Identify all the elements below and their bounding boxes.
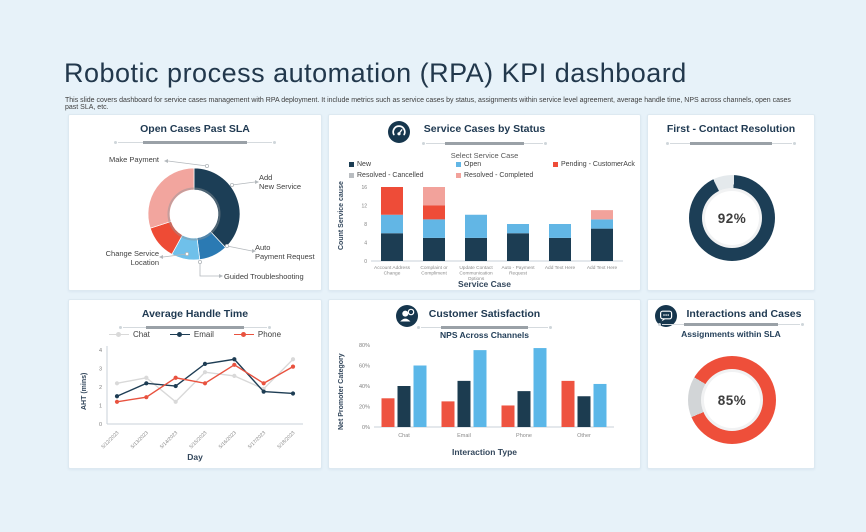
panel-title: First - Contact Resolution xyxy=(666,123,796,135)
page-subtitle: This slide covers dashboard for service … xyxy=(65,97,791,111)
svg-text:Communication: Communication xyxy=(459,271,493,277)
svg-text:12: 12 xyxy=(361,204,367,210)
aht-legend: Chat Email Phone xyxy=(69,330,321,339)
panel-interactions-and-cases: Interactions and Cases Assignments withi… xyxy=(647,299,815,469)
svg-text:Phone: Phone xyxy=(516,433,532,439)
svg-text:Request: Request xyxy=(509,271,528,277)
svg-text:80%: 80% xyxy=(359,343,370,349)
svg-text:4: 4 xyxy=(99,348,102,354)
svg-text:Options: Options xyxy=(468,276,485,282)
svg-text:Add Text Here: Add Text Here xyxy=(587,265,618,271)
panel-customer-satisfaction: Customer Satisfaction NPS Across Channel… xyxy=(328,299,641,469)
svg-text:Compliment: Compliment xyxy=(421,271,447,277)
svg-text:0: 0 xyxy=(364,259,367,265)
title-divider xyxy=(658,323,804,326)
sla-gauge: 85% xyxy=(688,356,776,444)
legend-item-email: Email xyxy=(169,330,214,339)
legend-item-resolved-completed: Resolved - Completed xyxy=(456,172,533,179)
x-axis-title: Interaction Type xyxy=(451,447,518,457)
pie-label-change-service: Change Service Location xyxy=(105,249,159,268)
panel-open-cases-past-sla: Open Cases Past SLA Make Payment Add New… xyxy=(68,114,322,291)
svg-text:5/18/2023: 5/18/2023 xyxy=(276,430,296,450)
svg-text:60%: 60% xyxy=(359,364,370,370)
gauge-icon xyxy=(388,121,410,143)
svg-text:Update Contact: Update Contact xyxy=(459,265,493,271)
panel-average-handle-time: Average Handle Time Chat Email Phone 0 1 2… xyxy=(68,299,322,469)
y-axis-title: AHT (mins) xyxy=(81,372,88,410)
svg-text:Email: Email xyxy=(457,433,471,439)
chat-icon xyxy=(655,305,677,327)
page-title: Robotic process automation (RPA) KPI das… xyxy=(64,58,687,88)
pie-label-guided-troubleshooting: Guided Troubleshooting xyxy=(224,272,304,281)
svg-text:Chat: Chat xyxy=(398,433,410,439)
svg-text:Add Text Here: Add Text Here xyxy=(545,265,576,271)
aht-line-chart: 0 1 2 3 4 5/12/2023 5/13/2023 5/14/2023 5/15/202… xyxy=(99,346,303,450)
sla-gauge-value: 85% xyxy=(717,392,747,408)
customer-icon xyxy=(396,305,418,327)
svg-text:Complaint or: Complaint or xyxy=(420,265,448,271)
svg-text:Account Address: Account Address xyxy=(374,265,411,271)
panel-title: Customer Satisfaction xyxy=(428,308,541,320)
svg-text:Auto - Payment: Auto - Payment xyxy=(501,265,535,271)
panel-subtitle: Assignments within SLA xyxy=(681,329,781,339)
title-divider xyxy=(114,141,276,144)
y-axis-title: Count Service cause xyxy=(338,181,345,250)
title-divider xyxy=(666,142,796,145)
legend-item-open: Open xyxy=(456,161,481,168)
svg-text:5/17/2023: 5/17/2023 xyxy=(247,430,267,450)
svg-text:40%: 40% xyxy=(359,384,370,390)
legend-item-new: New xyxy=(349,161,371,168)
svg-text:5/15/2023: 5/15/2023 xyxy=(188,430,208,450)
svg-text:5/12/2023: 5/12/2023 xyxy=(100,430,120,450)
fcr-gauge: 92% xyxy=(689,175,775,261)
panel-subtitle: NPS Across Channels xyxy=(440,330,529,340)
svg-text:8: 8 xyxy=(364,222,367,228)
svg-text:5/13/2023: 5/13/2023 xyxy=(130,430,150,450)
svg-text:3: 3 xyxy=(99,367,102,373)
panel-service-cases-by-status: Service Cases by Status Select Service C… xyxy=(328,114,641,291)
svg-text:20%: 20% xyxy=(359,405,370,411)
legend-item-chat: Chat xyxy=(108,330,150,339)
svg-text:Change: Change xyxy=(384,271,401,277)
panel-first-contact-resolution: First - Contact Resolution 92% xyxy=(647,114,815,291)
nps-grouped-bar-chart: 0% 20% 40% 60% 80% Chat Email Phone Other xyxy=(359,343,614,439)
legend-item-resolved-cancelled: Resolved - Cancelled xyxy=(349,172,424,179)
pie-label-make-payment: Make Payment xyxy=(108,155,159,164)
title-divider xyxy=(417,326,552,329)
panel-title: Interactions and Cases xyxy=(686,308,802,320)
svg-text:4: 4 xyxy=(364,241,367,247)
svg-text:Other: Other xyxy=(577,433,591,439)
panel-title: Service Cases by Status xyxy=(423,123,546,135)
svg-text:5/14/2023: 5/14/2023 xyxy=(159,430,179,450)
legend-item-phone: Phone xyxy=(233,330,281,339)
svg-text:0%: 0% xyxy=(362,425,370,431)
y-axis-title: Net Promoter Category xyxy=(338,353,345,430)
pie-label-auto-payment: Auto Payment Request xyxy=(255,243,315,262)
title-divider xyxy=(119,326,271,329)
title-divider xyxy=(422,142,547,145)
legend-item-pending-customerack: Pending - CustomerAck xyxy=(553,161,635,168)
panel-subtitle: Select Service Case xyxy=(450,151,519,160)
svg-text:2: 2 xyxy=(99,385,102,391)
x-axis-title: Service Case xyxy=(458,279,511,289)
panel-title: Open Cases Past SLA xyxy=(140,123,250,135)
svg-text:1: 1 xyxy=(99,404,102,410)
pie-label-add-new-service: Add New Service xyxy=(259,173,302,192)
panel-title: Average Handle Time xyxy=(141,308,249,320)
x-axis-title: Day xyxy=(187,452,203,462)
svg-text:16: 16 xyxy=(361,185,367,191)
fcr-gauge-value: 92% xyxy=(717,210,747,226)
svg-text:0: 0 xyxy=(99,422,102,428)
svg-text:5/16/2023: 5/16/2023 xyxy=(218,430,238,450)
open-cases-donut-chart xyxy=(147,159,259,278)
